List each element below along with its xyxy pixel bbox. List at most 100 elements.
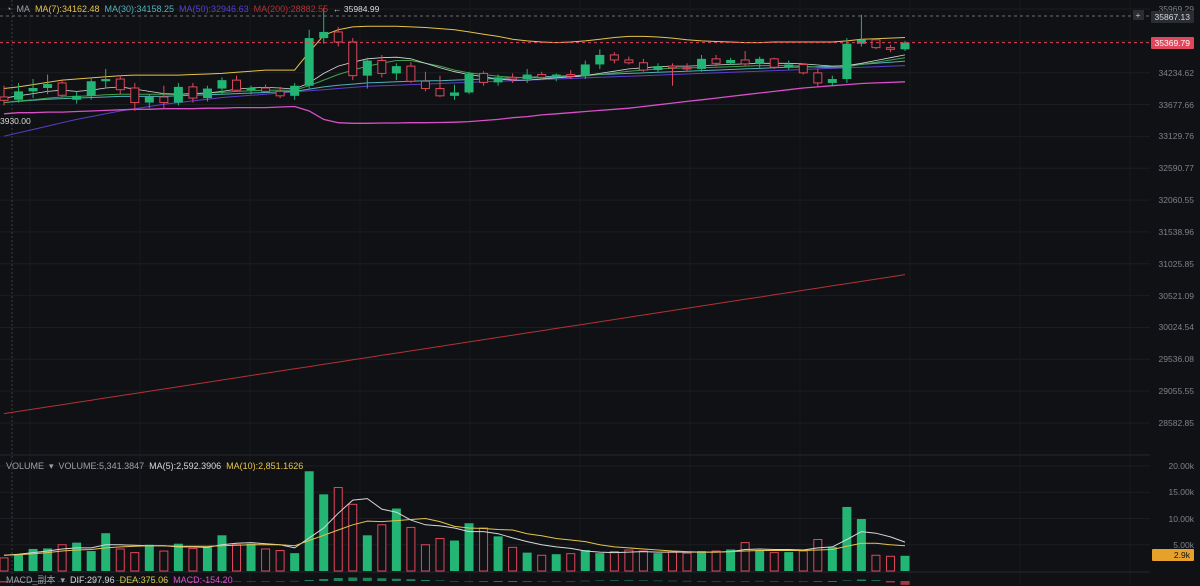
macd-bar [653,580,663,582]
candle-body [464,73,474,93]
volume-bar [333,487,343,572]
candle-body [697,58,707,69]
volume-bar [348,503,358,572]
macd-bar [508,581,518,582]
volume-bar [522,552,532,571]
macd-bar [377,578,387,581]
volume-bar [580,550,590,571]
volume-axis-label: 15.00k [1168,487,1194,498]
volume-bar [900,555,910,571]
volume-bar [391,508,401,571]
price-axis-label: 32060.55 [1158,195,1194,206]
candle-body [885,47,895,50]
macd-bar [435,580,445,581]
macd-bar [391,578,401,581]
volume-bar [72,542,82,571]
macd-bar [101,580,111,582]
candle-body [348,41,358,77]
candlestick-series [0,8,910,111]
candle-body [479,72,489,83]
candle-body [726,59,736,64]
macd-bar [813,581,823,582]
candle-body [159,96,169,104]
candle-body [72,95,82,100]
macd-bar [566,581,576,582]
price-axis-label: 30521.09 [1158,290,1194,301]
plus-icon[interactable]: + [1132,10,1144,20]
price-axis-label: 30024.54 [1158,322,1194,333]
candle-body [144,96,154,103]
candle-body [173,86,183,103]
candle-body [0,96,9,101]
legend-ma50: MA(50):32946.63 [179,4,249,14]
volume-bar [435,537,445,572]
macd-bar [14,581,24,583]
legend-vol-ma10: MA(10):2,851.1626 [226,461,304,471]
volume-axis-label: 10.00k [1168,513,1194,524]
volume-bar [740,542,750,572]
legend-macd-name[interactable]: MACD_副本 [6,575,56,585]
legend-ma200: MA(200):28882.55 [253,4,329,14]
volume-bar [551,554,561,571]
last-price: 35369.79 [1154,38,1190,48]
candle-body [566,74,576,77]
ma50-line [3,65,906,137]
chevron-down-icon[interactable]: ▾ [60,575,66,585]
last-volume: 2.9k [1173,550,1190,560]
macd-bar [202,581,212,582]
macd-bar [362,577,372,581]
candle-body [333,31,343,43]
volume-bar [566,553,576,572]
legend-main-name[interactable]: MA [16,4,30,14]
candle-body [43,84,53,88]
macd-bar [144,580,154,581]
macd-bar [856,579,866,581]
candle-body [856,39,866,44]
legend-ma30: MA(30):34158.25 [104,4,175,14]
volume-bar [638,550,648,572]
left-marker-value: 3930.00 [0,116,31,126]
macd-bar [871,580,881,581]
legend-volume-name[interactable]: VOLUME [6,461,45,471]
candle-body [449,92,460,96]
macd-bar [697,581,707,582]
candle-body [653,66,663,71]
candle-body [57,82,67,96]
candle-body [711,58,721,64]
price-axis-label: 35969.29 [1158,4,1194,14]
macd-bar [551,581,561,582]
volume-bar [159,550,169,572]
macd-bar [522,581,532,582]
macd-bar [784,581,794,582]
macd-bar [57,581,67,582]
volume-bar [493,536,503,571]
macd-bar [72,581,82,582]
macd-bar [464,581,474,582]
macd-bar [232,581,242,582]
price-axis-label: 31025.85 [1158,258,1194,269]
macd-bar [638,580,648,581]
volume-bar [115,548,125,572]
candle-body [130,87,140,104]
volume-bar [682,552,692,572]
volume-bar [319,494,329,571]
eye-icon[interactable]: ◔ [6,4,12,14]
volume-bar [595,553,605,571]
volume-bar [464,523,474,571]
chevron-down-icon[interactable]: ▾ [49,461,54,471]
volume-bar [537,554,547,572]
volume-bar [479,527,489,572]
candle-body [101,79,111,82]
volume-bar [755,550,765,571]
volume-bar [798,550,808,572]
candle-body [362,60,372,76]
price-axis-label: 31538.96 [1158,226,1194,237]
macd-bar [493,581,503,582]
ma7-line [3,54,906,99]
legend-volume-value: VOLUME:5,341.3847 [58,461,145,471]
crosshair-price: 35867.13 [1154,12,1190,22]
macd-bar [580,580,590,582]
volume-bar [144,544,154,571]
